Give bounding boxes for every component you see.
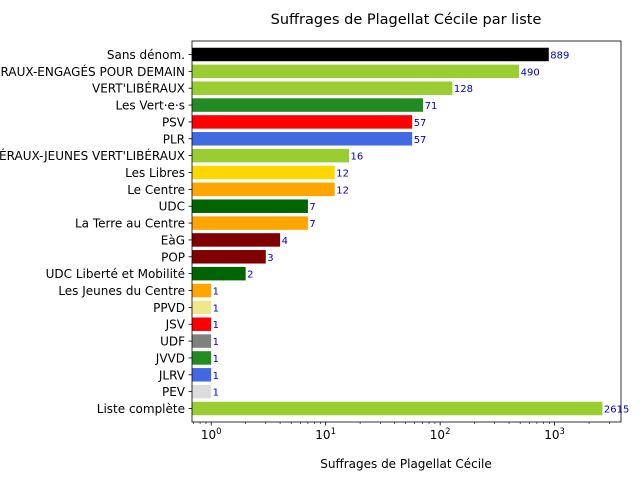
bar — [192, 148, 350, 163]
bar-value-label: 2615 — [604, 405, 629, 416]
y-tick-label: LES VERT'LIBÉRAUX-ENGAGÉS POUR DEMAIN — [0, 64, 185, 79]
bar — [192, 132, 413, 146]
bar — [192, 266, 246, 281]
bar-value-label: 2 — [247, 270, 253, 281]
bar — [192, 401, 603, 416]
y-tick-label: POP — [161, 250, 185, 264]
bar-value-label: 128 — [454, 84, 473, 95]
bar — [192, 317, 212, 331]
bar-value-label: 1 — [213, 303, 219, 314]
chart-title: Suffrages de Plagellat Cécile par liste — [271, 12, 542, 28]
y-tick-label: PPVD — [153, 301, 185, 315]
bar-value-label: 71 — [425, 101, 438, 112]
y-tick-label: Le Centre — [127, 183, 185, 197]
bar — [192, 368, 212, 382]
y-tick-label: VERT'LIBÉRAUX — [92, 81, 185, 96]
bar — [192, 182, 335, 197]
bar-value-label: 889 — [550, 50, 569, 61]
y-tick-label: La Terre au Centre — [75, 217, 185, 231]
bar-value-label: 12 — [336, 185, 349, 196]
y-tick-label: UDC — [159, 200, 185, 214]
bar-value-label: 1 — [213, 287, 219, 298]
y-tick-label: UDF — [160, 335, 185, 349]
bar — [192, 199, 308, 213]
bar-value-label: 1 — [213, 337, 219, 348]
y-tick-label: PLR — [163, 132, 185, 146]
y-tick-label: JSV — [165, 318, 186, 332]
y-tick-label: PEV — [162, 385, 186, 399]
bar-value-label: 57 — [414, 135, 427, 146]
bar-value-label: 1 — [213, 371, 219, 382]
bar — [192, 233, 281, 247]
y-tick-label: JVVD — [155, 351, 185, 365]
y-tick-label: Les Jeunes du Centre — [58, 284, 185, 298]
bar-value-label: 1 — [213, 388, 219, 399]
bar-value-label: 490 — [521, 67, 540, 78]
y-tick-label: EàG — [161, 233, 185, 247]
bar — [192, 250, 266, 264]
y-tick-label: Les Vert·e·s — [116, 99, 186, 113]
y-tick-label: LES VERT'LIBÉRAUX-JEUNES VERT'LIBÉRAUX — [0, 148, 185, 163]
bar — [192, 81, 453, 95]
x-tick-label: 100 — [201, 427, 222, 442]
bar — [192, 64, 520, 79]
bar — [192, 351, 212, 365]
y-tick-label: UDC Liberté et Mobilité — [46, 267, 185, 281]
y-tick-label: PSV — [162, 115, 186, 129]
bar-value-label: 1 — [213, 354, 219, 365]
bar — [192, 384, 212, 399]
bar-value-label: 12 — [336, 168, 349, 179]
y-tick-label: JLRV — [158, 368, 186, 382]
bar-value-label: 4 — [282, 236, 288, 247]
y-tick-label: Les Libres — [125, 166, 185, 180]
y-tick-label: Liste complète — [97, 402, 185, 416]
x-tick-label: 103 — [544, 427, 565, 442]
bar — [192, 300, 212, 315]
x-tick-label: 102 — [430, 427, 451, 442]
axes: Sans dénom. LES VERT'LIBÉRAUX-ENGAGÉS POU… — [0, 40, 622, 442]
x-tick-label: 101 — [315, 427, 336, 442]
bar-value-label: 7 — [309, 219, 315, 230]
bar-value-label: 3 — [267, 253, 273, 264]
bar-value-label: 7 — [309, 202, 315, 213]
axes-frame — [191, 40, 622, 423]
bar — [192, 216, 308, 230]
bar — [192, 283, 212, 298]
bar-value-label: 57 — [414, 118, 427, 129]
bar — [192, 115, 413, 129]
x-axis-title: Suffrages de Plagellat Cécile — [320, 457, 492, 471]
bar — [192, 165, 335, 180]
bar-value-label: 1 — [213, 320, 219, 331]
bar-value-label: 16 — [351, 152, 364, 163]
bar — [192, 47, 549, 62]
bar — [192, 334, 212, 348]
y-tick-label: Sans dénom. — [107, 48, 185, 62]
bar — [192, 98, 424, 112]
